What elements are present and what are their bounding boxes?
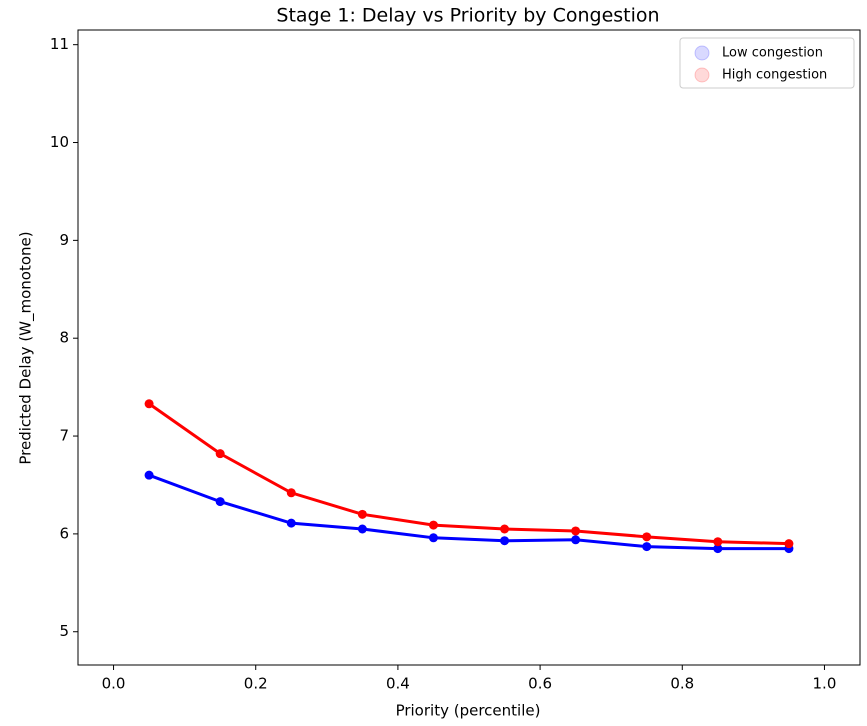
x-tick-label: 1.0 <box>813 675 837 693</box>
series-line <box>148 473 789 551</box>
series-point <box>642 532 652 542</box>
series-point <box>642 542 652 552</box>
y-tick-label: 9 <box>59 231 69 249</box>
y-tick-label: 10 <box>50 133 69 151</box>
legend-box <box>679 37 855 89</box>
chart-title: Stage 1: Delay vs Priority by Congestion <box>276 5 659 27</box>
y-tick-label: 5 <box>59 622 69 640</box>
series-line <box>148 402 789 546</box>
series-point <box>713 537 723 547</box>
y-axis-label: Predicted Delay (W_monotone) <box>17 231 36 464</box>
y-tick-label: 11 <box>50 35 69 53</box>
legend-marker <box>694 67 710 83</box>
y-tick-label: 6 <box>59 524 69 542</box>
series-point <box>500 524 510 534</box>
series-point <box>215 497 225 507</box>
x-tick-label: 0.2 <box>244 675 268 693</box>
series-point <box>286 488 296 498</box>
series-point <box>144 399 154 409</box>
series-point <box>215 449 225 459</box>
series-point <box>571 535 581 545</box>
series-point <box>428 520 438 530</box>
series-point <box>571 526 581 536</box>
plot-frame <box>77 29 861 666</box>
x-tick-label: 0.6 <box>528 675 552 693</box>
legend-marker <box>694 45 710 61</box>
series-point <box>144 470 154 480</box>
series-point <box>428 533 438 543</box>
x-tick-label: 0.0 <box>102 675 126 693</box>
legend-label: High congestion <box>722 68 827 83</box>
y-tick-label: 8 <box>59 329 69 347</box>
series-point <box>286 518 296 528</box>
series-point <box>784 539 794 549</box>
x-tick-label: 0.4 <box>386 675 410 693</box>
legend-label: Low congestion <box>722 46 823 61</box>
y-tick-label: 7 <box>59 427 69 445</box>
series-point <box>357 509 367 519</box>
x-tick-label: 0.8 <box>670 675 694 693</box>
series-point <box>713 544 723 554</box>
x-axis-label: Priority (percentile) <box>396 702 541 720</box>
series-point <box>357 524 367 534</box>
series-point <box>500 536 510 546</box>
